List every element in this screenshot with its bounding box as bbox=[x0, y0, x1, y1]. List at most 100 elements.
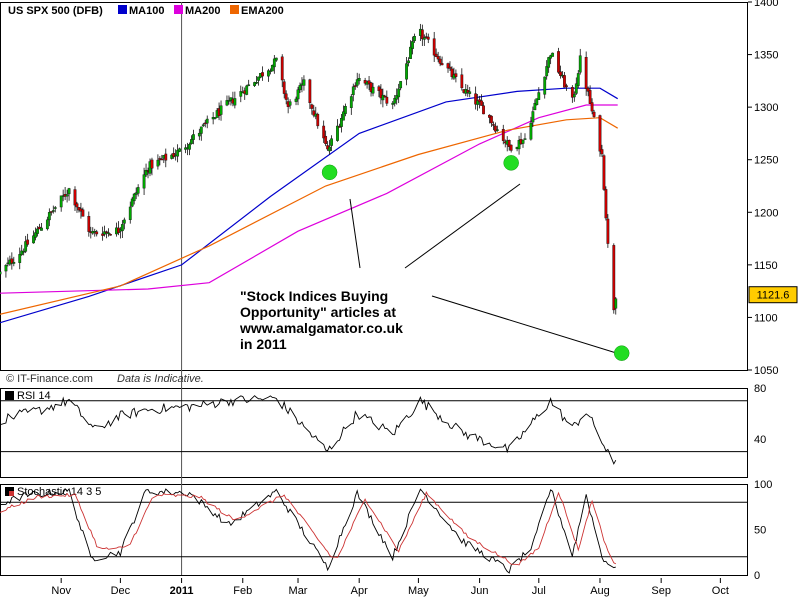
candle-body bbox=[105, 231, 108, 233]
candle-body bbox=[407, 60, 410, 64]
copyright-text: © IT-Finance.com bbox=[6, 373, 93, 385]
candle-body bbox=[379, 88, 383, 99]
legend-label-ema200: EMA200 bbox=[241, 5, 284, 17]
candle-body bbox=[176, 150, 180, 157]
candle-body bbox=[47, 212, 51, 221]
candle-body bbox=[509, 144, 513, 151]
candle-body bbox=[576, 73, 580, 86]
buy-marker-2 bbox=[503, 155, 519, 171]
candle-body bbox=[355, 79, 359, 86]
stoch-legend-swatch-d bbox=[9, 491, 14, 496]
candle-body bbox=[107, 232, 110, 234]
candle-body bbox=[247, 84, 251, 86]
candle-body bbox=[190, 139, 193, 144]
candle-body bbox=[336, 125, 339, 141]
candle-body bbox=[308, 79, 312, 104]
candle-body bbox=[598, 115, 602, 152]
candle-body bbox=[120, 224, 124, 232]
candle-body bbox=[436, 56, 440, 60]
candle-body bbox=[501, 129, 505, 141]
x-tick-label: Dec bbox=[111, 585, 131, 597]
candle-body bbox=[227, 100, 231, 102]
buy-marker-3 bbox=[613, 345, 630, 361]
candle-body bbox=[109, 234, 112, 236]
candle-body bbox=[588, 90, 592, 104]
candle-body bbox=[440, 63, 444, 66]
candle-body bbox=[586, 87, 590, 92]
stoch-line-k bbox=[0, 487, 616, 574]
candle-body bbox=[22, 251, 26, 253]
candle-body bbox=[367, 80, 371, 85]
candle-body bbox=[73, 189, 77, 206]
candle-body bbox=[87, 216, 91, 232]
price-y-tick-label: 1200 bbox=[754, 207, 778, 219]
candle-body bbox=[342, 111, 345, 121]
rsi-line bbox=[0, 395, 617, 465]
candle-body bbox=[590, 102, 594, 112]
candle-body bbox=[188, 144, 191, 150]
candle-body bbox=[201, 124, 205, 126]
candle-body bbox=[448, 66, 452, 69]
candle-body bbox=[482, 105, 485, 115]
annotation-line-2: Opportunity" articles at bbox=[240, 304, 396, 320]
candle-body bbox=[199, 126, 203, 134]
candle-body bbox=[420, 29, 424, 40]
candle-body bbox=[225, 100, 229, 106]
annotation-pointer-line-1 bbox=[349, 198, 361, 269]
candle-body bbox=[363, 80, 367, 84]
candle-body bbox=[549, 55, 553, 59]
candle-body bbox=[557, 51, 560, 73]
candle-body bbox=[205, 118, 209, 124]
candle-body bbox=[67, 188, 71, 195]
candle-body bbox=[353, 85, 357, 87]
candle-body bbox=[130, 198, 134, 207]
candle-body bbox=[136, 187, 140, 194]
candle-body bbox=[351, 86, 355, 96]
candle-body bbox=[535, 98, 539, 106]
stoch-y-tick-label: 100 bbox=[754, 479, 772, 491]
candle-body bbox=[0, 271, 2, 275]
candle-body bbox=[578, 55, 582, 73]
candle-body bbox=[192, 134, 195, 140]
price-y-tick-label: 1350 bbox=[754, 50, 778, 62]
candle-body bbox=[294, 98, 298, 102]
candle-body bbox=[537, 92, 541, 100]
candle-body bbox=[570, 87, 574, 98]
candle-body bbox=[480, 100, 483, 106]
candle-body bbox=[409, 46, 412, 59]
candle-body bbox=[270, 64, 274, 72]
stoch-y-tick-label: 0 bbox=[754, 570, 760, 582]
stochastic-title: Stochastic 14 3 5 bbox=[17, 486, 101, 498]
candle-body bbox=[454, 73, 458, 77]
x-tick-label: Sep bbox=[651, 585, 671, 597]
candle-body bbox=[282, 81, 286, 94]
candle-body bbox=[12, 262, 16, 264]
candle-body bbox=[495, 129, 499, 131]
candle-body bbox=[142, 174, 146, 189]
annotation-line-1: "Stock Indices Buying bbox=[240, 288, 389, 304]
x-tick-label: 2011 bbox=[170, 585, 194, 597]
candle-body bbox=[81, 209, 85, 217]
price-y-tick-label: 1250 bbox=[754, 155, 778, 167]
candle-body bbox=[612, 245, 616, 311]
candle-body bbox=[493, 125, 497, 132]
candle-body bbox=[101, 233, 105, 236]
candle-body bbox=[122, 219, 126, 224]
candle-body bbox=[330, 138, 333, 146]
candle-body bbox=[592, 111, 596, 117]
candle-body bbox=[523, 138, 527, 140]
candle-body bbox=[563, 75, 566, 88]
candle-body bbox=[4, 265, 8, 272]
candle-body bbox=[40, 227, 43, 231]
candle-body bbox=[134, 192, 138, 195]
rsi-y-tick-label: 40 bbox=[754, 434, 766, 446]
candle-body bbox=[531, 111, 535, 123]
rsi-y-tick-label: 80 bbox=[754, 383, 766, 395]
x-tick-label: Aug bbox=[590, 585, 610, 597]
candle-body bbox=[349, 96, 353, 108]
candle-body bbox=[405, 63, 408, 80]
candle-body bbox=[255, 82, 258, 84]
candle-body bbox=[604, 189, 608, 219]
candle-body bbox=[261, 72, 264, 77]
